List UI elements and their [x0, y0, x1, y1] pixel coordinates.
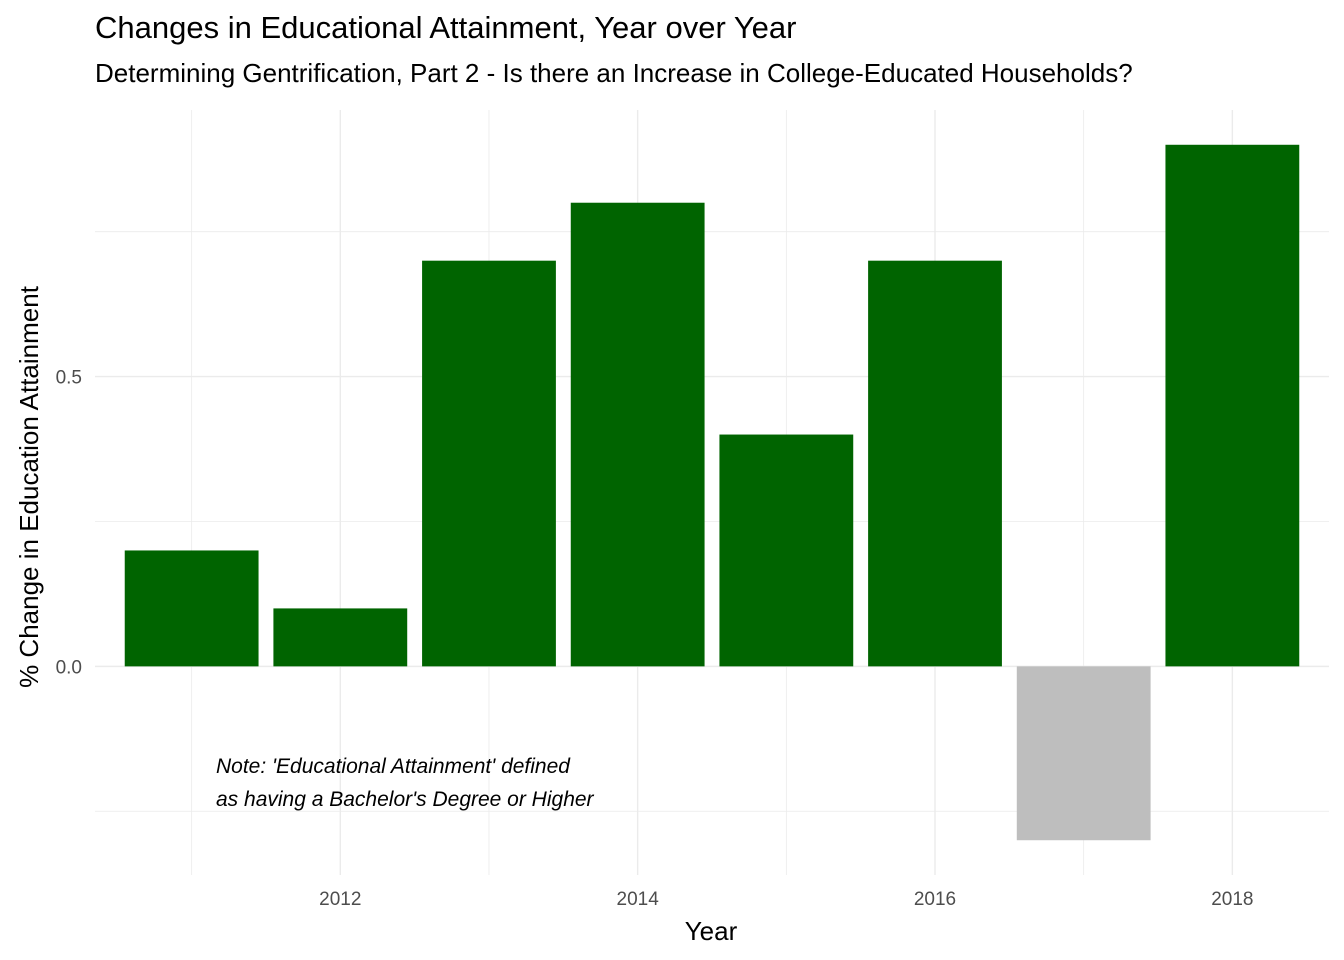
- chart-subtitle: Determining Gentrification, Part 2 - Is …: [95, 58, 1133, 88]
- note-line-1: Note: 'Educational Attainment' defined: [216, 755, 571, 778]
- bar-2018: [1165, 144, 1300, 667]
- x-tick-label: 2016: [914, 889, 956, 910]
- bar-2015: [719, 434, 854, 667]
- y-tick-label: 0.5: [56, 368, 82, 389]
- note-line-2: as having a Bachelor's Degree or Higher: [216, 788, 595, 811]
- x-tick-label: 2014: [617, 889, 660, 910]
- y-axis-title: % Change in Education Attainment: [14, 285, 44, 688]
- bar-2011: [124, 550, 259, 667]
- bar-2013: [422, 260, 556, 667]
- x-tick-label: 2012: [319, 889, 361, 910]
- bar-2014: [570, 202, 705, 667]
- x-axis-title: Year: [685, 916, 738, 946]
- chart-title: Changes in Educational Attainment, Year …: [95, 10, 797, 45]
- bar-2012: [273, 608, 408, 667]
- x-tick-label: 2018: [1211, 889, 1253, 910]
- y-tick-label: 0.0: [56, 657, 82, 678]
- bar-2016: [868, 260, 1002, 667]
- y-tick-labels: 0.0 0.5: [56, 368, 82, 679]
- bars: [124, 144, 1300, 841]
- bar-2017: [1016, 666, 1151, 841]
- x-tick-labels: 2012 2014 2016 2018: [319, 889, 1253, 910]
